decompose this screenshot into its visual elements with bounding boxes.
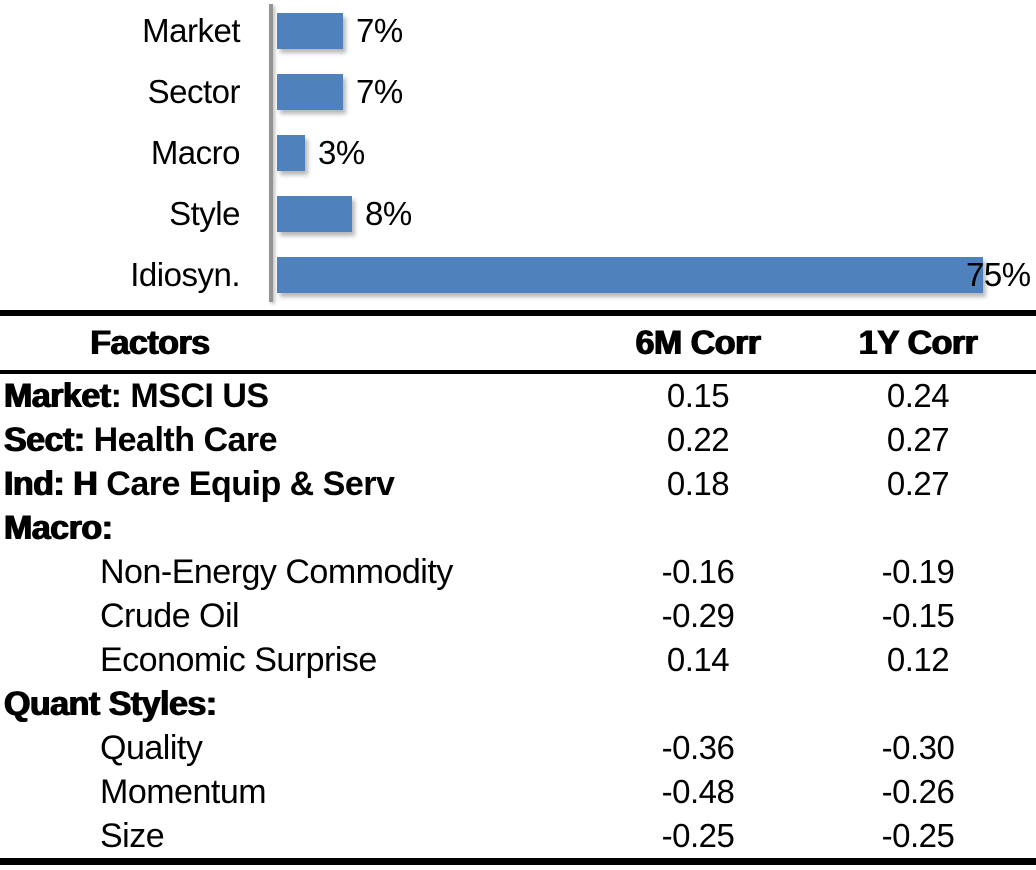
column-header-factors: Factors (90, 323, 210, 362)
corr-1y-cell: -0.30 (881, 729, 955, 766)
corr-6m-cell: 0.14 (666, 641, 730, 678)
table-row: Size -0.25 -0.25 (0, 814, 1036, 858)
chart-category-label: Style (169, 194, 240, 232)
chart-bar (277, 73, 343, 110)
table-row: Ind: H Care Equip & Serv 0.18 0.27 (0, 462, 1036, 506)
chart-bar (277, 134, 305, 171)
factor-label-rest: : MSCI US (110, 376, 269, 415)
chart-category-label: Idiosyn. (130, 255, 240, 293)
factor-decomposition-bar-chart: Market 7% Sector 7% Macro 3% Style 8% Id… (0, 0, 1036, 306)
factor-label-bold: Macro: (4, 508, 113, 547)
corr-1y-cell: 0.27 (886, 465, 950, 502)
factor-label-bold: Quant Styles: (4, 684, 217, 723)
factor-label-rest: Size (100, 816, 165, 855)
factor-cell: Market: MSCI US (0, 377, 560, 416)
corr-6m-cell: 0.18 (666, 465, 730, 502)
chart-category-label: Macro (150, 133, 241, 171)
corr-1y-cell: -0.26 (881, 773, 955, 810)
correlation-table: Factors 6M Corr 1Y Corr Market: MSCI US … (0, 310, 1036, 865)
factor-cell: Quality (0, 729, 560, 768)
factor-label-rest: Quality (100, 728, 203, 767)
chart-row: Idiosyn. 75% (0, 244, 1036, 305)
factor-label-bold: Ind: H (4, 464, 98, 503)
chart-row: Style 8% (0, 183, 1036, 244)
chart-bar (277, 195, 352, 232)
factor-cell: Ind: H Care Equip & Serv (0, 465, 560, 504)
chart-row: Sector 7% (0, 61, 1036, 122)
factor-cell: Momentum (0, 773, 560, 812)
factor-label-bold: Sect: (4, 420, 85, 459)
corr-1y-cell: 0.24 (886, 377, 950, 414)
table-header-row: Factors 6M Corr 1Y Corr (0, 316, 1036, 374)
factor-cell: Size (0, 817, 560, 856)
corr-1y-cell: -0.25 (881, 817, 955, 854)
chart-value-label: 75% (966, 255, 1031, 293)
factor-label-rest: Momentum (100, 772, 267, 811)
column-header-1y-corr: 1Y Corr (858, 323, 978, 362)
chart-value-label: 7% (356, 72, 403, 110)
chart-row: Macro 3% (0, 122, 1036, 183)
chart-bar (277, 12, 343, 49)
factor-label-rest: Health Care (84, 420, 278, 459)
factor-cell: Crude Oil (0, 597, 560, 636)
table-row: Quant Styles: (0, 682, 1036, 726)
factor-cell: Non-Energy Commodity (0, 553, 560, 592)
table-row: Economic Surprise 0.14 0.12 (0, 638, 1036, 682)
corr-1y-cell: 0.27 (886, 421, 950, 458)
chart-category-label: Sector (147, 72, 241, 110)
chart-value-label: 3% (318, 133, 365, 171)
factor-label-rest: Care Equip & Serv (97, 464, 395, 503)
factor-cell: Economic Surprise (0, 641, 560, 680)
table-row: Sect: Health Care 0.22 0.27 (0, 418, 1036, 462)
chart-value-label: 7% (356, 11, 403, 49)
corr-6m-cell: -0.25 (661, 817, 735, 854)
chart-row: Market 7% (0, 0, 1036, 61)
corr-6m-cell: -0.36 (661, 729, 735, 766)
chart-value-label: 8% (365, 194, 412, 232)
corr-6m-cell: 0.15 (666, 377, 730, 414)
table-row: Quality -0.36 -0.30 (0, 726, 1036, 770)
corr-1y-cell: 0.12 (886, 641, 950, 678)
factor-label-rest: Economic Surprise (100, 640, 377, 679)
factor-cell: Macro: (0, 509, 560, 548)
corr-6m-cell: 0.22 (666, 421, 730, 458)
factor-label-rest: Crude Oil (100, 596, 240, 635)
corr-6m-cell: -0.29 (661, 597, 735, 634)
factor-label-bold: Market (4, 376, 111, 415)
column-header-6m-corr: 6M Corr (635, 323, 761, 362)
corr-6m-cell: -0.48 (661, 773, 735, 810)
corr-1y-cell: -0.15 (881, 597, 955, 634)
corr-6m-cell: -0.16 (661, 553, 735, 590)
table-row: Non-Energy Commodity -0.16 -0.19 (0, 550, 1036, 594)
factor-cell: Sect: Health Care (0, 421, 560, 460)
table-row: Macro: (0, 506, 1036, 550)
corr-1y-cell: -0.19 (881, 553, 955, 590)
factor-label-rest: Non-Energy Commodity (100, 552, 453, 591)
chart-axis (269, 4, 273, 302)
column-header-factors-cell: Factors (0, 324, 560, 363)
table-row: Market: MSCI US 0.15 0.24 (0, 374, 1036, 418)
factor-cell: Quant Styles: (0, 685, 560, 724)
table-row: Crude Oil -0.29 -0.15 (0, 594, 1036, 638)
chart-category-label: Market (142, 11, 240, 49)
chart-bar (277, 256, 983, 293)
table-row: Momentum -0.48 -0.26 (0, 770, 1036, 814)
